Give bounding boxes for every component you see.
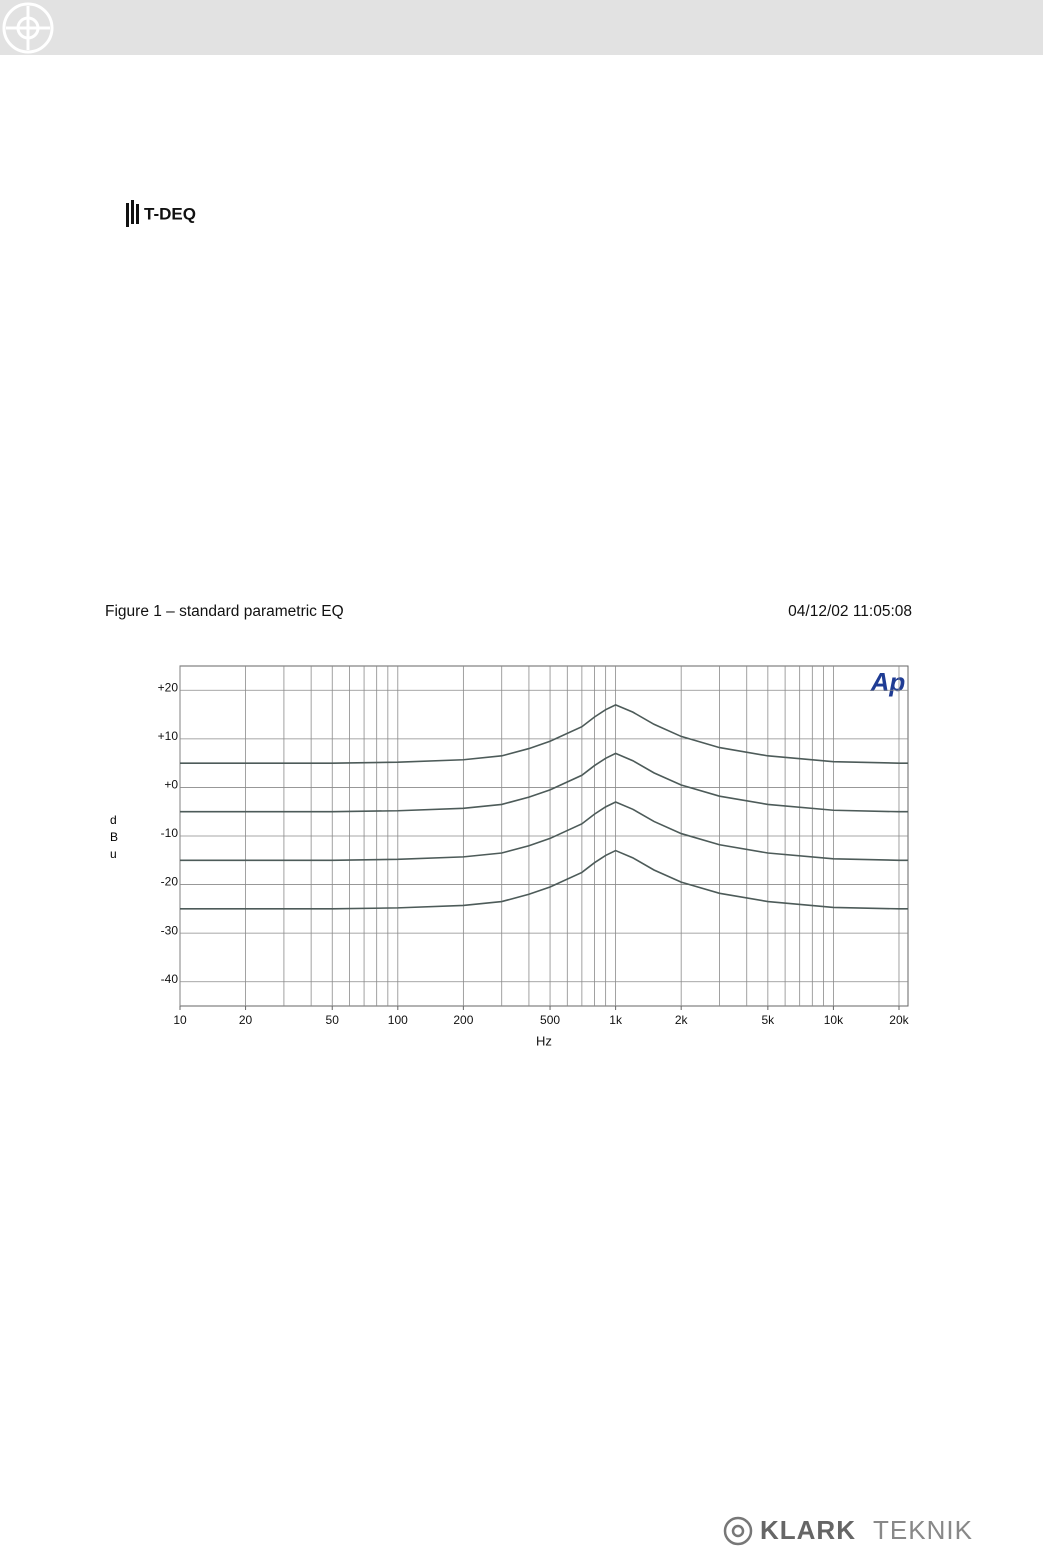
eq-curve — [180, 752, 908, 813]
x-tick-label: 20 — [239, 1013, 253, 1027]
footer-icon — [723, 1516, 753, 1546]
ap-logo: Ap — [870, 667, 906, 697]
y-tick-label: +0 — [164, 778, 178, 792]
y-tick-label: +10 — [158, 729, 179, 743]
product-logo: T-DEQ — [144, 204, 196, 223]
x-tick-label: 10k — [824, 1013, 844, 1027]
x-tick-label: 5k — [762, 1013, 776, 1027]
header-icon — [2, 2, 54, 54]
x-tick-label: 200 — [453, 1013, 473, 1027]
x-tick-label: 1k — [609, 1013, 623, 1027]
y-tick-label: -30 — [161, 923, 179, 937]
x-tick-label: 20k — [889, 1013, 909, 1027]
y-tick-label: -40 — [161, 972, 179, 986]
y-tick-label: -20 — [161, 875, 179, 889]
footer-brand: KLARK — [760, 1515, 856, 1545]
x-axis-label: Hz — [536, 1033, 552, 1048]
y-tick-label: +20 — [158, 680, 179, 694]
eq-curve — [180, 801, 908, 862]
tdeq-icon — [126, 200, 139, 227]
footer-brand-sub: TEKNIK — [873, 1515, 973, 1545]
eq-curve — [180, 703, 908, 764]
x-tick-label: 500 — [540, 1013, 560, 1027]
header-bar — [0, 0, 1043, 55]
eq-curve — [180, 849, 908, 910]
x-tick-label: 10 — [173, 1013, 187, 1027]
x-tick-label: 50 — [326, 1013, 340, 1027]
x-tick-label: 2k — [675, 1013, 689, 1027]
figure-caption: Figure 1 – standard parametric EQ — [105, 603, 344, 620]
y-tick-label: -10 — [161, 826, 179, 840]
x-tick-label: 100 — [388, 1013, 408, 1027]
y-axis-label: dBu — [110, 813, 119, 861]
timestamp: 04/12/02 11:05:08 — [788, 603, 912, 620]
